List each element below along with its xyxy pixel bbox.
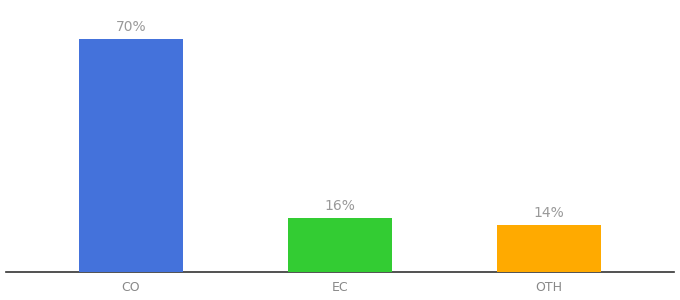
- Bar: [497, 225, 601, 272]
- Text: 16%: 16%: [324, 200, 356, 214]
- Bar: [79, 39, 183, 272]
- Bar: [288, 218, 392, 272]
- Text: 70%: 70%: [116, 20, 146, 34]
- Text: 14%: 14%: [534, 206, 564, 220]
